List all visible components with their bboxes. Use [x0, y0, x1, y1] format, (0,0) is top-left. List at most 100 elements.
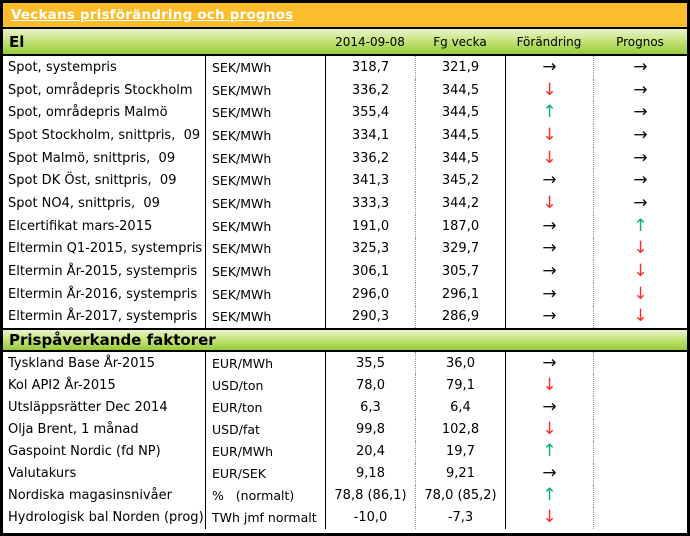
- change-arrow-down: ↓: [505, 418, 593, 441]
- forecast-arrow-right: →: [593, 56, 687, 79]
- current-value: 9,18: [325, 462, 415, 485]
- row-unit: SEK/MWh: [205, 305, 325, 329]
- change-arrow-right: →: [505, 462, 593, 485]
- row-label: Eltermin Q1-2015, systempris: [8, 241, 203, 257]
- row-unit: SEK/MWh: [205, 260, 325, 283]
- change-arrow-right: →: [505, 169, 593, 193]
- row-label: Spot, systempris: [8, 59, 117, 75]
- forecast-arrow-up: ↑: [593, 214, 687, 238]
- previous-value: 344,5: [415, 124, 505, 147]
- row-label: Hydrologisk bal Norden (prog): [8, 510, 204, 526]
- current-value: 341,3: [325, 169, 415, 193]
- previous-value: 344,5: [415, 78, 505, 102]
- table-row: Spot Stockholm, snittpris, 09 SEK/MWh 334,…: [3, 124, 687, 147]
- forecast-arrow-none: [593, 462, 687, 485]
- change-arrow-right: →: [505, 396, 593, 419]
- forecast-arrow-right: →: [593, 192, 687, 215]
- forecast-arrow-down: ↓: [593, 282, 687, 306]
- row-unit: EUR/ton: [205, 396, 325, 419]
- forecast-arrow-right: →: [593, 101, 687, 125]
- row-label: Spot Stockholm, snittpris, 09: [8, 127, 201, 143]
- forecast-arrow-down: ↓: [593, 237, 687, 261]
- table-row: Spot NO4, snittpris, 09 SEK/MWh 333,3 344,2…: [3, 192, 687, 215]
- change-arrow-right: →: [505, 282, 593, 306]
- row-unit: SEK/MWh: [205, 124, 325, 147]
- change-arrow-down: ↓: [505, 78, 593, 102]
- table-row: Eltermin År-2016, systempris SEK/MWh 296,0…: [3, 282, 687, 306]
- current-value: 20,4: [325, 440, 415, 463]
- change-arrow-right: →: [505, 352, 593, 375]
- previous-value: 296,1: [415, 282, 505, 306]
- section-title-factors: Prispåverkande faktorer: [9, 331, 216, 350]
- row-label: Spot NO4, snittpris, 09: [8, 195, 160, 211]
- previous-value: 187,0: [415, 214, 505, 238]
- report-title-band: Veckans prisförändring och prognos: [3, 3, 687, 29]
- el-section-header: El 2014-09-08 Fg vecka Förändring Progno…: [3, 29, 687, 56]
- previous-value: 286,9: [415, 305, 505, 329]
- row-unit: SEK/MWh: [205, 101, 325, 125]
- factors-section-header: Prispåverkande faktorer: [3, 328, 687, 353]
- current-value: 78,8 (86,1): [325, 484, 415, 507]
- change-arrow-up: ↑: [505, 101, 593, 125]
- row-unit: USD/fat: [205, 418, 325, 441]
- row-label: Spot, områdepris Stockholm: [8, 82, 193, 98]
- column-header-change: Förändring: [516, 34, 582, 49]
- previous-value: 9,21: [415, 462, 505, 485]
- row-unit: EUR/MWh: [205, 352, 325, 375]
- current-value: 306,1: [325, 260, 415, 283]
- previous-value: 344,5: [415, 101, 505, 125]
- previous-value: 36,0: [415, 352, 505, 375]
- row-unit: SEK/MWh: [205, 237, 325, 261]
- row-label: Utsläppsrätter Dec 2014: [8, 399, 168, 415]
- current-value: -10,0: [325, 506, 415, 529]
- table-row: Spot Malmö, snittpris, 09 SEK/MWh 336,2 344…: [3, 146, 687, 170]
- row-label: Spot, områdepris Malmö: [8, 105, 168, 121]
- forecast-arrow-none: [593, 484, 687, 507]
- current-value: 6,3: [325, 396, 415, 419]
- change-arrow-down: ↓: [505, 146, 593, 170]
- column-header-prev-week: Fg vecka: [433, 34, 487, 49]
- row-label: Gaspoint Nordic (fd NP): [8, 444, 161, 460]
- current-value: 191,0: [325, 214, 415, 238]
- previous-value: 6,4: [415, 396, 505, 419]
- row-label: Eltermin År-2015, systempris: [8, 264, 198, 280]
- row-unit: SEK/MWh: [205, 169, 325, 193]
- row-label: Eltermin År-2017, systempris: [8, 309, 198, 325]
- forecast-arrow-down: ↓: [593, 305, 687, 329]
- current-value: 99,8: [325, 418, 415, 441]
- report-title: Veckans prisförändring och prognos: [11, 7, 294, 23]
- forecast-arrow-right: →: [593, 169, 687, 193]
- column-header-forecast: Prognos: [616, 34, 664, 49]
- current-value: 334,1: [325, 124, 415, 147]
- change-arrow-down: ↓: [505, 192, 593, 215]
- row-unit: EUR/SEK: [205, 462, 325, 485]
- table-row: Eltermin Q1-2015, systempris SEK/MWh 325,3…: [3, 237, 687, 261]
- forecast-arrow-none: [593, 396, 687, 419]
- table-row: Gaspoint Nordic (fd NP) EUR/MWh 20,4 19,7 ↑: [3, 440, 687, 463]
- table-row: Spot, områdepris Malmö SEK/MWh 355,4 344,5 ↑…: [3, 101, 687, 125]
- row-unit: % (normalt): [205, 484, 325, 507]
- change-arrow-right: →: [505, 260, 593, 283]
- change-arrow-right: →: [505, 305, 593, 329]
- table-row: Spot, systempris SEK/MWh 318,7 321,9 → →: [3, 56, 687, 79]
- forecast-arrow-none: [593, 506, 687, 529]
- row-unit: SEK/MWh: [205, 214, 325, 238]
- table-row: Olja Brent, 1 månad USD/fat 99,8 102,8 ↓: [3, 418, 687, 441]
- row-label: Kol API2 År-2015: [8, 377, 116, 393]
- current-value: 318,7: [325, 56, 415, 79]
- section-title-el: El: [9, 32, 25, 51]
- table-row: Hydrologisk bal Norden (prog) TWh jmf nor…: [3, 506, 687, 529]
- row-unit: SEK/MWh: [205, 282, 325, 306]
- row-unit: EUR/MWh: [205, 440, 325, 463]
- previous-value: 78,0 (85,2): [415, 484, 505, 507]
- change-arrow-up: ↑: [505, 440, 593, 463]
- change-arrow-right: →: [505, 214, 593, 238]
- previous-value: 345,2: [415, 169, 505, 193]
- row-unit: SEK/MWh: [205, 192, 325, 215]
- table-row: Tyskland Base År-2015 EUR/MWh 35,5 36,0 →: [3, 352, 687, 375]
- previous-value: 19,7: [415, 440, 505, 463]
- table-row: Spot, områdepris Stockholm SEK/MWh 336,2 34…: [3, 78, 687, 102]
- el-rows: Spot, systempris SEK/MWh 318,7 321,9 → → Spot,…: [3, 56, 687, 329]
- previous-value: 305,7: [415, 260, 505, 283]
- table-row: Eltermin År-2015, systempris SEK/MWh 306,1…: [3, 260, 687, 283]
